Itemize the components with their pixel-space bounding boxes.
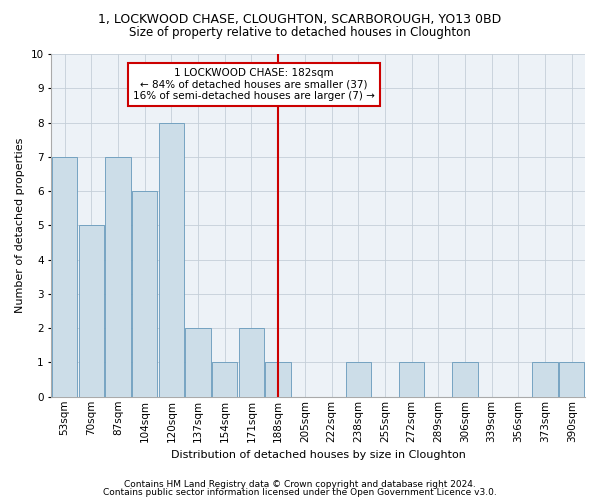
Bar	[346, 362, 371, 397]
X-axis label: Distribution of detached houses by size in Cloughton: Distribution of detached houses by size …	[171, 450, 466, 460]
Bar	[159, 122, 184, 397]
Bar	[399, 362, 424, 397]
Text: Size of property relative to detached houses in Cloughton: Size of property relative to detached ho…	[129, 26, 471, 39]
Bar	[532, 362, 557, 397]
Text: 1 LOCKWOOD CHASE: 182sqm
← 84% of detached houses are smaller (37)
16% of semi-d: 1 LOCKWOOD CHASE: 182sqm ← 84% of detach…	[133, 68, 375, 101]
Bar	[52, 157, 77, 397]
Text: 1, LOCKWOOD CHASE, CLOUGHTON, SCARBOROUGH, YO13 0BD: 1, LOCKWOOD CHASE, CLOUGHTON, SCARBOROUG…	[98, 12, 502, 26]
Bar	[239, 328, 264, 397]
Bar	[212, 362, 238, 397]
Bar	[185, 328, 211, 397]
Bar	[559, 362, 584, 397]
Text: Contains public sector information licensed under the Open Government Licence v3: Contains public sector information licen…	[103, 488, 497, 497]
Bar	[79, 226, 104, 397]
Text: Contains HM Land Registry data © Crown copyright and database right 2024.: Contains HM Land Registry data © Crown c…	[124, 480, 476, 489]
Bar	[132, 191, 157, 397]
Bar	[452, 362, 478, 397]
Bar	[106, 157, 131, 397]
Bar	[265, 362, 291, 397]
Y-axis label: Number of detached properties: Number of detached properties	[15, 138, 25, 313]
